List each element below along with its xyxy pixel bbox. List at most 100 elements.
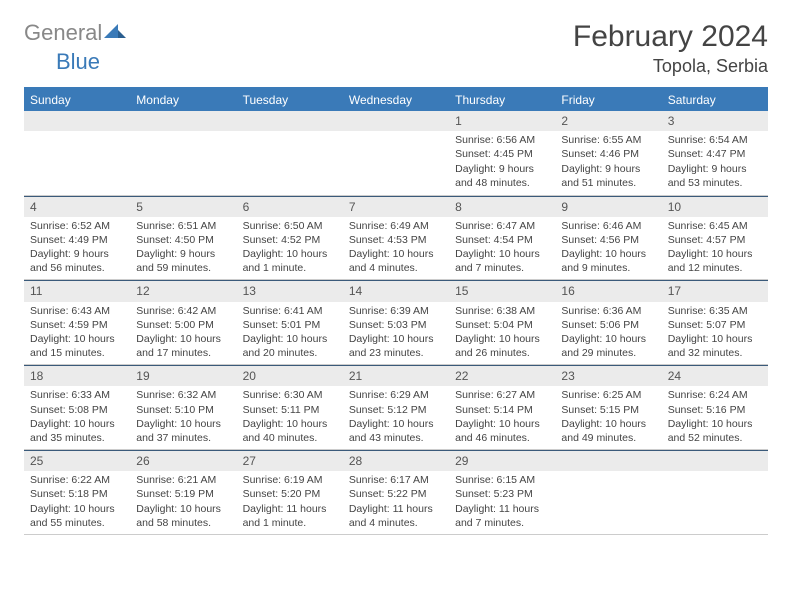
calendar-day-cell <box>662 450 768 535</box>
logo-text-blue: Blue <box>56 49 100 74</box>
sunset-text: Sunset: 5:15 PM <box>561 403 655 417</box>
daylight-text: Daylight: 10 hours and 1 minute. <box>243 247 337 275</box>
day-number: 3 <box>662 111 768 131</box>
day-data: Sunrise: 6:32 AMSunset: 5:10 PMDaylight:… <box>130 386 236 449</box>
calendar-day-cell: 19Sunrise: 6:32 AMSunset: 5:10 PMDayligh… <box>130 365 236 450</box>
sunset-text: Sunset: 5:12 PM <box>349 403 443 417</box>
day-data: Sunrise: 6:24 AMSunset: 5:16 PMDaylight:… <box>662 386 768 449</box>
day-data: Sunrise: 6:52 AMSunset: 4:49 PMDaylight:… <box>24 217 130 280</box>
sunset-text: Sunset: 4:50 PM <box>136 233 230 247</box>
day-data: Sunrise: 6:49 AMSunset: 4:53 PMDaylight:… <box>343 217 449 280</box>
day-data: Sunrise: 6:27 AMSunset: 5:14 PMDaylight:… <box>449 386 555 449</box>
daylight-text: Daylight: 10 hours and 46 minutes. <box>455 417 549 445</box>
sunrise-text: Sunrise: 6:21 AM <box>136 473 230 487</box>
sunrise-text: Sunrise: 6:45 AM <box>668 219 762 233</box>
sunset-text: Sunset: 5:22 PM <box>349 487 443 501</box>
day-data: Sunrise: 6:51 AMSunset: 4:50 PMDaylight:… <box>130 217 236 280</box>
sunset-text: Sunset: 4:57 PM <box>668 233 762 247</box>
day-number <box>662 450 768 471</box>
day-number <box>343 111 449 131</box>
daylight-text: Daylight: 10 hours and 7 minutes. <box>455 247 549 275</box>
day-data: Sunrise: 6:15 AMSunset: 5:23 PMDaylight:… <box>449 471 555 534</box>
header-saturday: Saturday <box>662 88 768 111</box>
calendar-day-cell: 7Sunrise: 6:49 AMSunset: 4:53 PMDaylight… <box>343 195 449 280</box>
day-number: 8 <box>449 196 555 217</box>
day-data: Sunrise: 6:55 AMSunset: 4:46 PMDaylight:… <box>555 131 661 194</box>
day-data: Sunrise: 6:35 AMSunset: 5:07 PMDaylight:… <box>662 302 768 365</box>
day-data: Sunrise: 6:39 AMSunset: 5:03 PMDaylight:… <box>343 302 449 365</box>
daylight-text: Daylight: 11 hours and 1 minute. <box>243 502 337 530</box>
sunset-text: Sunset: 5:06 PM <box>561 318 655 332</box>
logo-text-gray: General <box>24 20 102 46</box>
day-number: 25 <box>24 450 130 471</box>
calendar-week-row: 18Sunrise: 6:33 AMSunset: 5:08 PMDayligh… <box>24 365 768 450</box>
sunset-text: Sunset: 5:03 PM <box>349 318 443 332</box>
daylight-text: Daylight: 9 hours and 53 minutes. <box>668 162 762 190</box>
day-data: Sunrise: 6:50 AMSunset: 4:52 PMDaylight:… <box>237 217 343 280</box>
sunrise-text: Sunrise: 6:38 AM <box>455 304 549 318</box>
day-number: 29 <box>449 450 555 471</box>
calendar-day-cell: 17Sunrise: 6:35 AMSunset: 5:07 PMDayligh… <box>662 280 768 365</box>
day-data: Sunrise: 6:30 AMSunset: 5:11 PMDaylight:… <box>237 386 343 449</box>
day-number: 18 <box>24 365 130 386</box>
sunset-text: Sunset: 5:01 PM <box>243 318 337 332</box>
sunset-text: Sunset: 5:07 PM <box>668 318 762 332</box>
sunset-text: Sunset: 4:54 PM <box>455 233 549 247</box>
calendar-day-cell <box>555 450 661 535</box>
calendar-day-cell: 2Sunrise: 6:55 AMSunset: 4:46 PMDaylight… <box>555 111 661 195</box>
sunrise-text: Sunrise: 6:33 AM <box>30 388 124 402</box>
day-data: Sunrise: 6:36 AMSunset: 5:06 PMDaylight:… <box>555 302 661 365</box>
day-data: Sunrise: 6:33 AMSunset: 5:08 PMDaylight:… <box>24 386 130 449</box>
sunrise-text: Sunrise: 6:19 AM <box>243 473 337 487</box>
daylight-text: Daylight: 10 hours and 23 minutes. <box>349 332 443 360</box>
sunset-text: Sunset: 4:47 PM <box>668 147 762 161</box>
sunset-text: Sunset: 4:46 PM <box>561 147 655 161</box>
day-number: 5 <box>130 196 236 217</box>
calendar-day-cell: 21Sunrise: 6:29 AMSunset: 5:12 PMDayligh… <box>343 365 449 450</box>
calendar-day-cell: 1Sunrise: 6:56 AMSunset: 4:45 PMDaylight… <box>449 111 555 195</box>
daylight-text: Daylight: 10 hours and 58 minutes. <box>136 502 230 530</box>
day-number: 20 <box>237 365 343 386</box>
calendar-day-cell: 26Sunrise: 6:21 AMSunset: 5:19 PMDayligh… <box>130 450 236 535</box>
sunset-text: Sunset: 4:59 PM <box>30 318 124 332</box>
daylight-text: Daylight: 10 hours and 49 minutes. <box>561 417 655 445</box>
logo: General <box>24 20 128 46</box>
sunset-text: Sunset: 5:18 PM <box>30 487 124 501</box>
calendar-day-cell: 11Sunrise: 6:43 AMSunset: 4:59 PMDayligh… <box>24 280 130 365</box>
day-number: 13 <box>237 280 343 301</box>
sunset-text: Sunset: 5:20 PM <box>243 487 337 501</box>
calendar-day-cell: 25Sunrise: 6:22 AMSunset: 5:18 PMDayligh… <box>24 450 130 535</box>
day-number: 15 <box>449 280 555 301</box>
calendar-day-cell: 9Sunrise: 6:46 AMSunset: 4:56 PMDaylight… <box>555 195 661 280</box>
daylight-text: Daylight: 11 hours and 4 minutes. <box>349 502 443 530</box>
day-number: 12 <box>130 280 236 301</box>
day-number: 2 <box>555 111 661 131</box>
day-header-row: Sunday Monday Tuesday Wednesday Thursday… <box>24 88 768 111</box>
sunrise-text: Sunrise: 6:54 AM <box>668 133 762 147</box>
daylight-text: Daylight: 10 hours and 43 minutes. <box>349 417 443 445</box>
sunset-text: Sunset: 4:56 PM <box>561 233 655 247</box>
sunrise-text: Sunrise: 6:32 AM <box>136 388 230 402</box>
sunrise-text: Sunrise: 6:29 AM <box>349 388 443 402</box>
day-data: Sunrise: 6:42 AMSunset: 5:00 PMDaylight:… <box>130 302 236 365</box>
daylight-text: Daylight: 10 hours and 4 minutes. <box>349 247 443 275</box>
sunset-text: Sunset: 5:11 PM <box>243 403 337 417</box>
day-data: Sunrise: 6:54 AMSunset: 4:47 PMDaylight:… <box>662 131 768 194</box>
day-data: Sunrise: 6:43 AMSunset: 4:59 PMDaylight:… <box>24 302 130 365</box>
header-sunday: Sunday <box>24 88 130 111</box>
day-number <box>24 111 130 131</box>
sunset-text: Sunset: 5:23 PM <box>455 487 549 501</box>
calendar-day-cell: 14Sunrise: 6:39 AMSunset: 5:03 PMDayligh… <box>343 280 449 365</box>
day-data: Sunrise: 6:25 AMSunset: 5:15 PMDaylight:… <box>555 386 661 449</box>
daylight-text: Daylight: 10 hours and 9 minutes. <box>561 247 655 275</box>
sunrise-text: Sunrise: 6:55 AM <box>561 133 655 147</box>
sunrise-text: Sunrise: 6:49 AM <box>349 219 443 233</box>
daylight-text: Daylight: 10 hours and 20 minutes. <box>243 332 337 360</box>
calendar-day-cell <box>237 111 343 195</box>
calendar-day-cell: 29Sunrise: 6:15 AMSunset: 5:23 PMDayligh… <box>449 450 555 535</box>
daylight-text: Daylight: 10 hours and 26 minutes. <box>455 332 549 360</box>
day-number <box>237 111 343 131</box>
sunset-text: Sunset: 5:00 PM <box>136 318 230 332</box>
calendar-table: Sunday Monday Tuesday Wednesday Thursday… <box>24 87 768 535</box>
sunrise-text: Sunrise: 6:46 AM <box>561 219 655 233</box>
